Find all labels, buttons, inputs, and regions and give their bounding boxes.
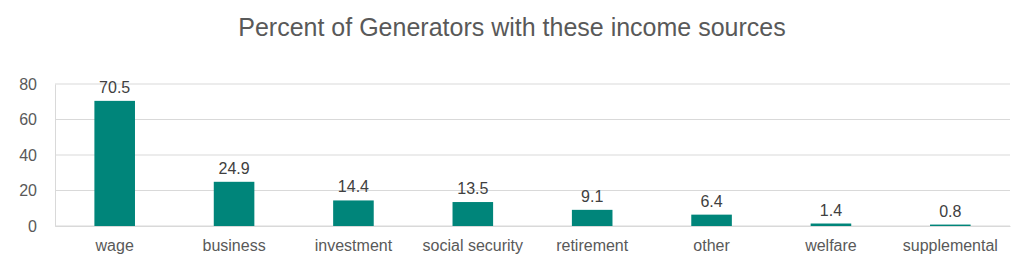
bar: [214, 182, 255, 226]
x-tick-label: investment: [315, 237, 393, 254]
data-label: 9.1: [581, 188, 603, 205]
x-tick-label: supplemental: [903, 237, 998, 254]
y-tick-label: 60: [19, 111, 37, 128]
data-label: 24.9: [218, 160, 249, 177]
bar: [94, 101, 135, 226]
y-tick: 40: [19, 147, 55, 164]
x-tick-label: business: [202, 237, 265, 254]
x-tick: wage: [95, 226, 134, 254]
grid: [55, 84, 1010, 226]
x-tick: supplemental: [903, 226, 998, 254]
x-tick: welfare: [804, 226, 857, 254]
y-tick-label: 20: [19, 182, 37, 199]
x-axis: wage business investment social security ret…: [56, 226, 1011, 254]
bar: [930, 225, 971, 226]
bars: [94, 101, 970, 226]
y-tick: 80: [19, 76, 55, 93]
data-label: 14.4: [338, 178, 369, 195]
x-tick-label: retirement: [556, 237, 629, 254]
x-tick-label: social security: [423, 237, 523, 254]
y-tick-label: 80: [19, 76, 37, 93]
y-tick: 0: [28, 218, 55, 235]
x-tick: social security: [423, 226, 523, 254]
grid-line: [55, 155, 1010, 156]
x-tick: investment: [315, 226, 393, 254]
bar: [691, 215, 732, 226]
x-axis-line: [56, 226, 1011, 227]
y-tick-label: 0: [28, 218, 37, 235]
x-tick-label: other: [693, 237, 730, 254]
y-tick-label: 40: [19, 147, 37, 164]
y-tick: 60: [19, 111, 55, 128]
bar: [572, 210, 613, 226]
x-tick-label: welfare: [804, 237, 857, 254]
title: Percent of Generators with these income …: [238, 13, 786, 41]
x-tick: business: [202, 226, 265, 254]
bar: [333, 200, 374, 226]
grid-line: [55, 119, 1010, 120]
x-tick: other: [693, 226, 730, 254]
x-tick-label: wage: [95, 237, 134, 254]
data-label: 70.5: [99, 79, 130, 96]
bar: [811, 224, 852, 226]
data-label: 0.8: [939, 203, 961, 220]
grid-line: [55, 226, 1010, 227]
data-labels: 70.5 24.9 14.4 13.5 9.1 6.4 1.4 0.8: [99, 79, 961, 220]
data-label: 6.4: [700, 193, 722, 210]
y-tick: 20: [19, 182, 55, 199]
chart: Percent of Generators with these income …: [0, 0, 1024, 279]
grid-line: [55, 190, 1010, 191]
plot: 0 20 40 60 80 wage business investment social se…: [19, 76, 1010, 255]
data-label: 1.4: [820, 202, 842, 219]
bar: [453, 202, 494, 226]
x-tick: retirement: [556, 226, 629, 254]
y-axis: 0 20 40 60 80: [19, 76, 55, 235]
data-label: 13.5: [457, 180, 488, 197]
y-axis-line: [55, 85, 56, 227]
grid-line: [55, 84, 1010, 85]
